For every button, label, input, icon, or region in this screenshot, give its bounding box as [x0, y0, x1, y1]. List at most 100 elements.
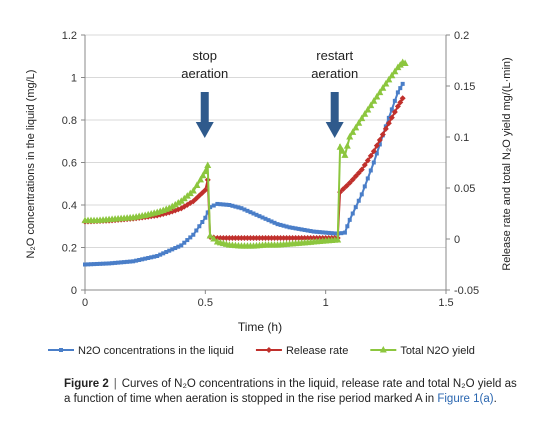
data-point — [210, 235, 218, 242]
y-left-tick-label: 0.2 — [62, 243, 77, 255]
data-point — [370, 148, 377, 155]
data-point — [137, 257, 142, 262]
data-point — [389, 107, 394, 112]
legend-item-1: Release rate — [255, 345, 348, 357]
data-point — [305, 228, 310, 233]
data-point — [227, 203, 232, 207]
data-point — [269, 219, 274, 224]
data-point — [152, 254, 157, 259]
data-point — [165, 204, 173, 211]
data-point — [343, 142, 351, 149]
data-point — [107, 261, 112, 266]
data-point — [86, 262, 91, 267]
data-point — [287, 225, 292, 230]
data-point — [302, 227, 307, 232]
data-point — [164, 250, 169, 255]
data-point — [341, 151, 349, 158]
data-point — [171, 200, 179, 208]
data-point — [253, 234, 260, 241]
y-right-tick-label: 0.15 — [454, 81, 475, 93]
data-point — [376, 88, 384, 96]
data-point — [167, 248, 172, 253]
data-point — [379, 131, 386, 138]
series-2 — [81, 58, 409, 249]
data-point — [205, 210, 210, 215]
data-point — [340, 186, 347, 193]
data-point — [385, 75, 393, 83]
data-point — [364, 157, 371, 164]
data-point — [277, 234, 284, 241]
data-point — [182, 240, 187, 245]
data-point — [304, 234, 311, 241]
data-point — [257, 214, 262, 219]
data-point — [295, 234, 302, 241]
data-point — [358, 166, 365, 173]
data-point — [101, 261, 106, 266]
data-point — [185, 238, 190, 243]
legend-swatch-marker — [59, 348, 63, 352]
data-point — [155, 254, 160, 258]
data-point — [189, 187, 197, 194]
data-point — [336, 143, 344, 150]
data-point — [278, 222, 283, 227]
data-point — [371, 160, 376, 165]
data-point — [265, 234, 272, 241]
figure-label: Figure 2 — [64, 378, 109, 390]
data-point — [310, 234, 317, 241]
data-point — [397, 99, 404, 106]
data-point — [382, 79, 390, 87]
y-left-tick-label: 1.2 — [62, 30, 77, 42]
annotation-arrow-shaft — [330, 92, 339, 122]
data-point — [233, 204, 238, 209]
data-point — [204, 161, 212, 169]
data-point — [239, 206, 244, 211]
figure-reference-link[interactable]: Figure 1(a) — [437, 393, 494, 405]
annotation-text: aeration — [181, 66, 228, 81]
figure-caption: Figure 2 | Curves of N₂O concentrations in… — [64, 377, 524, 407]
data-point — [296, 226, 301, 231]
y-right-tick-label: 0.2 — [454, 30, 469, 42]
x-tick-label: 0.5 — [198, 297, 213, 309]
y-axis-left-label: N₂O concentrations in the liquid (mg/L) — [25, 70, 37, 259]
data-point — [359, 192, 364, 197]
data-point — [199, 171, 207, 179]
annotation-text: restart — [316, 48, 353, 63]
data-point — [274, 234, 281, 241]
data-point — [400, 81, 405, 86]
data-point — [271, 234, 278, 241]
data-point — [382, 125, 389, 132]
data-point — [170, 247, 175, 252]
data-point — [367, 152, 374, 159]
data-point — [398, 86, 403, 91]
data-point — [362, 184, 367, 189]
data-point — [256, 234, 263, 241]
dual-axis-line-chart: 0 0.2 0.4 0.6 0.8 1 1.2 -0.05 0 0.05 0.1 0.15 0.2 0 0.… — [25, 30, 513, 357]
data-point — [197, 224, 202, 229]
x-tick-label: 1.5 — [438, 297, 453, 309]
data-point — [179, 243, 184, 248]
data-point — [95, 261, 100, 266]
data-point — [193, 181, 201, 188]
data-point — [353, 205, 358, 210]
data-point — [161, 251, 166, 256]
y-right-tick-label: -0.05 — [454, 285, 479, 297]
data-point — [388, 71, 396, 79]
data-point — [308, 229, 313, 234]
data-point — [202, 187, 209, 194]
data-point — [346, 179, 353, 186]
data-point — [329, 231, 334, 236]
data-point — [113, 260, 118, 265]
data-point — [373, 142, 380, 149]
data-point — [283, 234, 290, 241]
data-point — [314, 229, 319, 234]
series-layer — [81, 58, 409, 267]
y-axis-right-label: Release rate and total N₂O yield mg/(L·m… — [501, 57, 513, 270]
legend-item-2: Total N2O yield — [370, 345, 475, 357]
data-point — [260, 215, 265, 220]
data-point — [280, 234, 287, 241]
data-point — [226, 234, 233, 241]
annotation-arrow-shaft — [200, 92, 209, 122]
data-point — [251, 211, 256, 216]
data-point — [289, 234, 296, 241]
data-point — [259, 234, 266, 241]
